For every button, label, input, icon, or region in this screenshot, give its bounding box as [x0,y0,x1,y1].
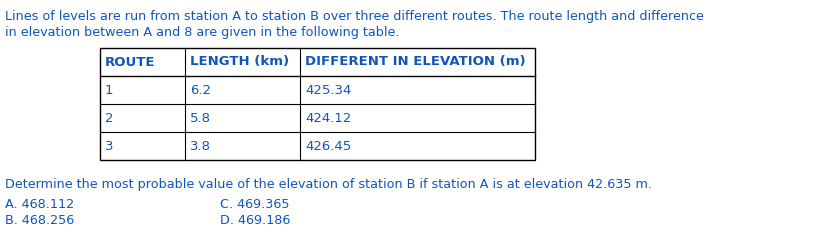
Text: in elevation between A and 8 are given in the following table.: in elevation between A and 8 are given i… [5,26,400,39]
Text: 426.45: 426.45 [305,139,351,152]
Bar [100,48,535,160]
Text: DIFFERENT IN ELEVATION (m): DIFFERENT IN ELEVATION (m) [305,55,526,68]
Text: C. 469.365: C. 469.365 [220,198,289,211]
Text: 2: 2 [105,111,114,125]
Text: 6.2: 6.2 [190,84,211,97]
Text: ROUTE: ROUTE [105,55,155,68]
Text: Lines of levels are run from station A to station B over three different routes.: Lines of levels are run from station A t… [5,10,704,23]
Text: D. 469.186: D. 469.186 [220,214,290,227]
Text: 1: 1 [105,84,114,97]
Text: 5.8: 5.8 [190,111,211,125]
Text: B. 468.256: B. 468.256 [5,214,74,227]
Text: 3.8: 3.8 [190,139,211,152]
Text: 3: 3 [105,139,114,152]
Text: 425.34: 425.34 [305,84,351,97]
Text: 424.12: 424.12 [305,111,351,125]
Text: LENGTH (km): LENGTH (km) [190,55,289,68]
Text: A. 468.112: A. 468.112 [5,198,74,211]
Text: Determine the most probable value of the elevation of station B if station A is : Determine the most probable value of the… [5,178,652,191]
